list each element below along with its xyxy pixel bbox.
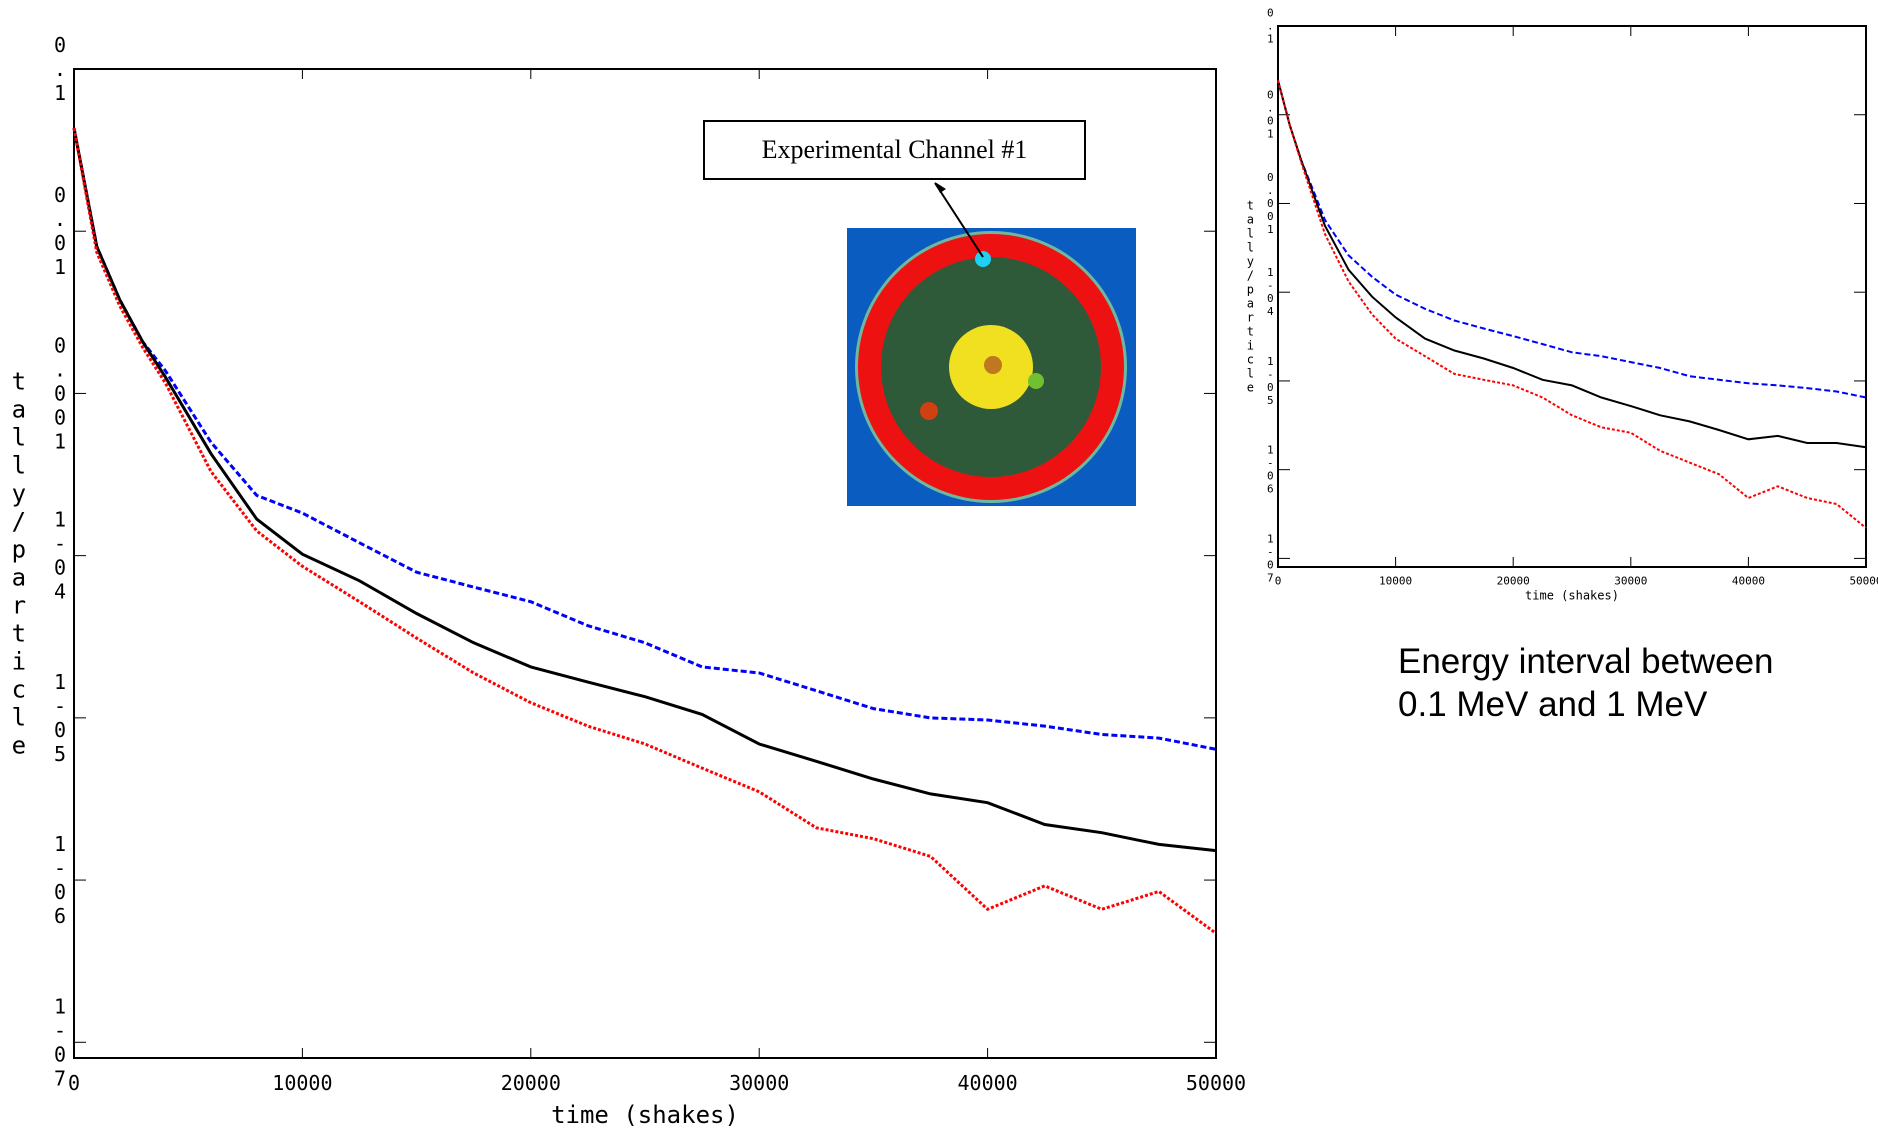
y-tick-label: 1-04 bbox=[48, 508, 72, 604]
x-tick-label: 40000 bbox=[1732, 575, 1765, 588]
y-tick-label: 0.01 bbox=[48, 183, 72, 279]
series-line bbox=[72, 127, 1217, 853]
y-tick-label: 0.1 bbox=[1264, 7, 1277, 46]
y-tick-label: 1-07 bbox=[1264, 532, 1277, 584]
series-line bbox=[72, 127, 1217, 751]
x-tick-label: 30000 bbox=[1614, 575, 1647, 588]
x-tick-label: 0 bbox=[68, 1071, 80, 1095]
y-tick-label: 0.1 bbox=[48, 33, 72, 105]
series-line bbox=[1277, 80, 1867, 529]
x-tick-label: 40000 bbox=[957, 1071, 1017, 1095]
series-line bbox=[72, 127, 1217, 935]
plot-frame bbox=[1277, 25, 1867, 568]
x-tick-label: 50000 bbox=[1186, 1071, 1246, 1095]
x-tick-label: 50000 bbox=[1849, 575, 1878, 588]
x-tick-label: 10000 bbox=[1379, 575, 1412, 588]
y-tick-label: 1-05 bbox=[48, 670, 72, 766]
y-axis-label: tally/particle bbox=[1243, 199, 1257, 395]
core-inset bbox=[847, 182, 1136, 506]
x-axis-label: time (shakes) bbox=[1525, 588, 1619, 602]
plot-frame bbox=[73, 68, 1217, 1059]
x-axis-label: time (shakes) bbox=[551, 1101, 739, 1129]
x-tick-label: 10000 bbox=[272, 1071, 332, 1095]
x-tick-label: 20000 bbox=[1497, 575, 1530, 588]
x-tick-label: 20000 bbox=[501, 1071, 561, 1095]
y-tick-label: 0.001 bbox=[48, 333, 72, 453]
y-tick-label: 1-06 bbox=[48, 832, 72, 928]
series-line bbox=[1277, 80, 1867, 399]
y-tick-label: 0.001 bbox=[1264, 171, 1277, 236]
y-tick-label: 1-07 bbox=[48, 994, 72, 1090]
y-tick-label: 0.01 bbox=[1264, 89, 1277, 141]
x-tick-label: 30000 bbox=[729, 1071, 789, 1095]
x-tick-label: 0 bbox=[1275, 575, 1282, 588]
annotation: Experimental Channel #1 bbox=[703, 120, 1086, 180]
note: Energy interval between 0.1 MeV and 1 Me… bbox=[1398, 642, 1774, 724]
y-tick-label: 1-04 bbox=[1264, 266, 1277, 318]
y-axis-label: tally/particle bbox=[5, 368, 33, 760]
y-tick-label: 1-06 bbox=[1264, 444, 1277, 496]
y-tick-label: 1-05 bbox=[1264, 355, 1277, 407]
series-line bbox=[1277, 80, 1867, 449]
